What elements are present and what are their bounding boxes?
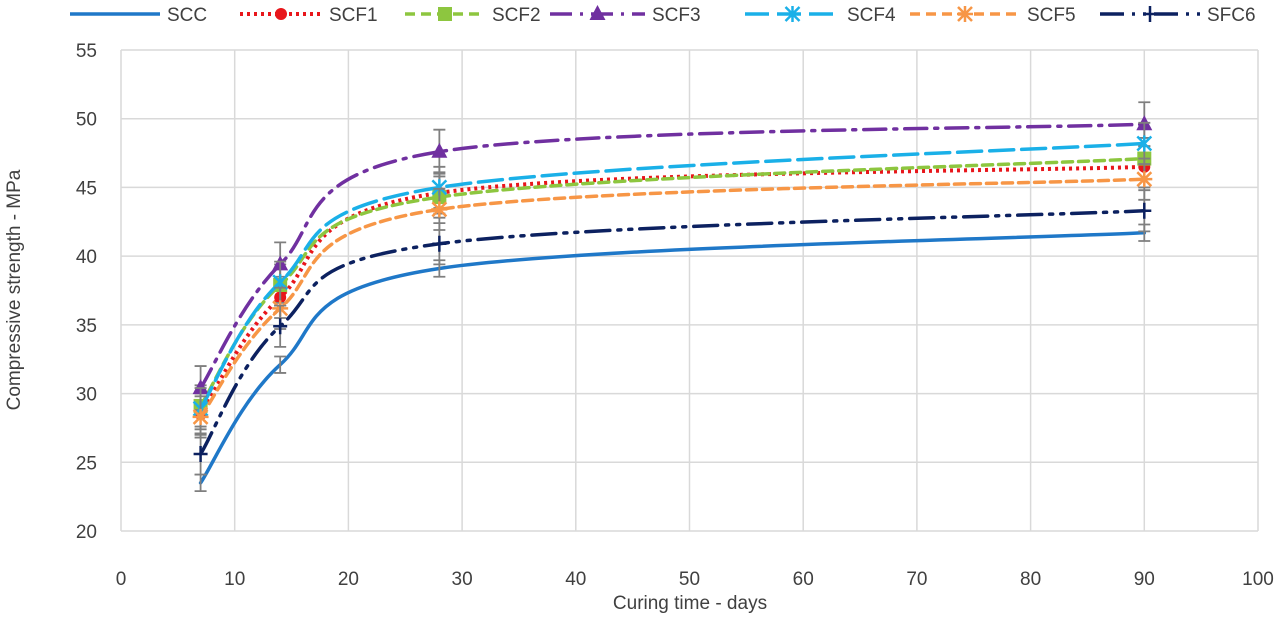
y-tick-label: 35 <box>76 316 97 337</box>
error-bar <box>274 355 287 374</box>
legend-item-scf1: SCF1 <box>240 5 378 26</box>
data-point-marker <box>431 201 448 218</box>
legend-item-scf2: SCF2 <box>405 5 541 26</box>
series-line <box>198 122 1147 390</box>
legend-item-sfc6: SFC6 <box>1100 5 1256 26</box>
y-tick-label: 20 <box>76 522 97 543</box>
series-line <box>198 209 1147 456</box>
legend-marker <box>784 6 801 22</box>
legend-label: SCC <box>167 5 207 26</box>
series-line <box>198 156 1147 408</box>
gridlines <box>120 49 1259 532</box>
legend-label: SFC6 <box>1207 5 1256 26</box>
x-tick-label: 60 <box>793 569 814 590</box>
legend-label: SCF5 <box>1027 5 1076 26</box>
series-line <box>198 141 1147 411</box>
data-point-marker <box>1137 202 1152 219</box>
x-tick-label: 80 <box>1020 569 1041 590</box>
legend-marker <box>957 6 973 22</box>
legend-marker <box>438 7 452 21</box>
series-line <box>198 177 1147 419</box>
legend-label: SCF3 <box>652 5 701 26</box>
data-point-marker <box>432 235 447 252</box>
y-tick-label: 45 <box>76 178 97 199</box>
tick-labels: 0 10 20 30 40 50 60 70 80 90 100 20 25 30 35 40 45 50 55 <box>76 41 1274 590</box>
data-point-marker <box>431 142 448 158</box>
x-tick-label: 50 <box>679 569 700 590</box>
legend-item-scf4: SCF4 <box>745 5 896 26</box>
x-tick-label: 70 <box>906 569 927 590</box>
y-axis-title: Compressive strength - MPa <box>4 169 25 410</box>
data-point-marker <box>193 446 208 463</box>
series-scf1 <box>194 145 1151 436</box>
x-tick-label: 30 <box>452 569 473 590</box>
legend-marker <box>589 5 606 20</box>
series-sfc6 <box>193 189 1152 476</box>
legend-label: SCF1 <box>329 5 378 26</box>
x-tick-label: 0 <box>116 569 127 590</box>
x-tick-label: 90 <box>1134 569 1155 590</box>
series-line <box>198 164 1145 416</box>
x-tick-label: 100 <box>1242 569 1274 590</box>
legend-label: SCF4 <box>847 5 896 26</box>
legend-label: SCF2 <box>492 5 541 26</box>
legend-item-scf3: SCF3 <box>550 5 701 26</box>
data-point-marker <box>192 379 209 395</box>
series-scc <box>194 223 1151 493</box>
legend: SCC SCF1 SCF2 SCF3 SCF4 SCF5 SFC6 <box>70 5 1256 26</box>
x-axis-title: Curing time - days <box>613 593 767 614</box>
y-tick-label: 40 <box>76 247 97 268</box>
legend-item-scf5: SCF5 <box>910 5 1076 26</box>
series-group <box>192 101 1153 493</box>
y-tick-label: 50 <box>76 110 97 131</box>
legend-marker <box>1143 6 1157 22</box>
data-point-marker <box>273 318 288 335</box>
y-tick-label: 30 <box>76 385 97 406</box>
x-tick-label: 10 <box>224 569 245 590</box>
data-point-marker <box>1136 135 1153 152</box>
data-point-marker <box>192 408 209 425</box>
data-point-marker <box>1136 171 1153 188</box>
y-tick-label: 55 <box>76 41 97 62</box>
x-tick-label: 40 <box>565 569 586 590</box>
y-tick-label: 25 <box>76 453 97 474</box>
legend-item-scc: SCC <box>70 5 207 26</box>
series-line <box>198 231 1147 485</box>
legend-marker <box>275 8 287 20</box>
x-tick-label: 20 <box>338 569 359 590</box>
